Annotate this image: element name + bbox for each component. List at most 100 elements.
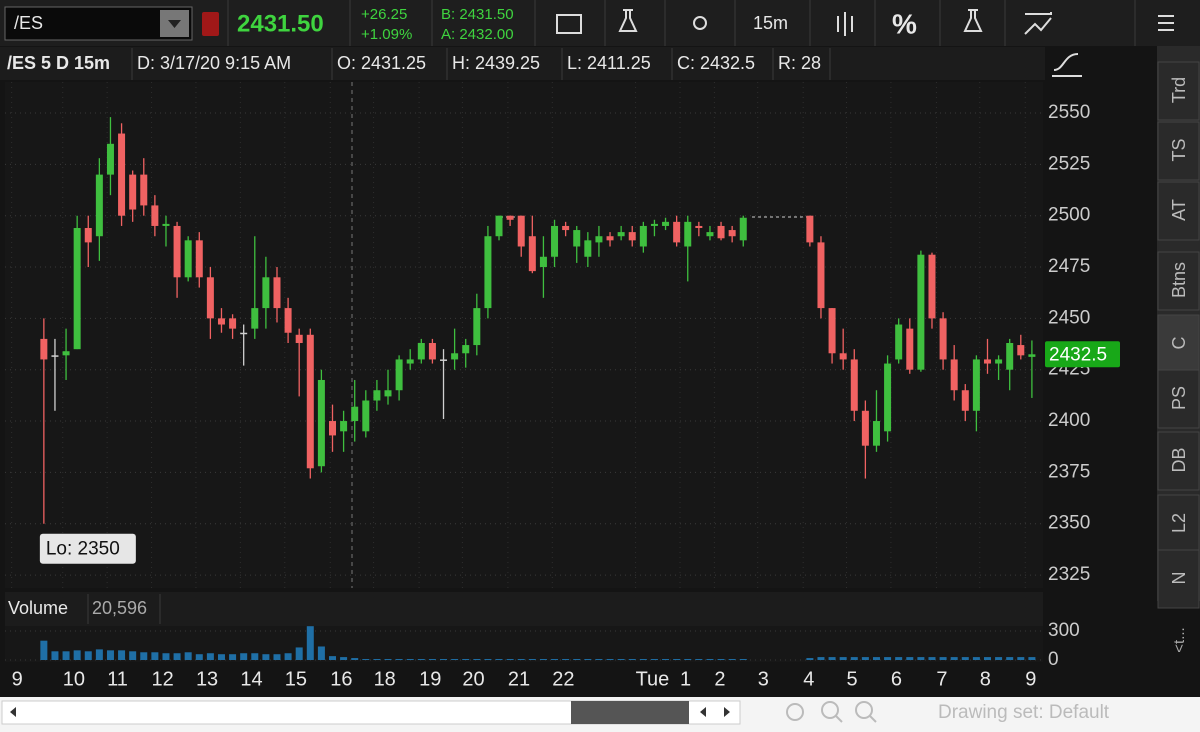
volume-bar [606,659,614,660]
volume-bar [173,653,181,660]
percent-button[interactable]: % [892,8,917,39]
sidebar-tab-label[interactable]: Btns [1169,262,1189,298]
volume-bar [673,659,681,660]
more-tab[interactable]: <t... [1171,627,1188,652]
header-bar [0,47,1045,80]
header-separators [131,48,831,80]
volume-bar [451,659,459,660]
candle-body [473,308,481,346]
sidebar-tab-label[interactable]: L2 [1169,513,1189,533]
toolbar-icons[interactable] [556,9,1174,36]
candle-body [939,318,947,360]
volume-bar [162,653,170,660]
volume-tick-label: 0 [1048,649,1059,670]
candle-body [961,390,969,411]
volume-bar [839,657,847,660]
candle-body [562,225,570,231]
volume-bar [684,659,692,660]
volume-bar [662,659,670,660]
candle-body [428,343,436,360]
volume-bar [1017,657,1025,660]
volume-bar [428,659,436,660]
volume-bar [251,653,259,660]
candle-body [362,400,370,432]
candle-body [506,215,514,220]
volume-bar [828,657,836,660]
x-tick-label: 6 [891,668,902,690]
volume-bar [995,657,1003,660]
sidebar-tab-label[interactable]: DB [1169,447,1189,472]
candle-body [317,379,325,467]
x-tick-label: 9 [12,668,23,690]
volume-bar [728,659,736,660]
sidebar-tab[interactable] [1157,494,1200,554]
scrollbar[interactable] [1,700,741,725]
x-tick-label: 15 [285,668,307,690]
last-price-tag [1045,341,1120,368]
sidebar-tab-label[interactable]: AT [1169,199,1189,221]
candle-body [1028,354,1036,357]
candle-body [240,332,248,335]
x-tick-label: 7 [936,668,947,690]
x-tick-label: 19 [419,668,441,690]
candle-body [451,353,459,360]
volume-bar [1006,657,1014,660]
bid: B: 2431.50 [441,6,514,23]
volume-bar [317,646,325,660]
candle-body [462,345,470,354]
y-tick-label: 2375 [1048,461,1090,482]
sidebar-tab[interactable] [1157,181,1200,241]
candle-body [95,174,103,237]
candle-body [539,256,547,268]
drawing-set[interactable]: Drawing set: Default [938,702,1110,723]
scroll-thumb[interactable] [571,701,689,724]
candle-body [484,236,492,309]
sidebar-tab[interactable] [1157,431,1200,491]
interval[interactable]: 15m [753,13,788,33]
candle-body [684,221,692,247]
volume-tick-label: 300 [1048,620,1080,641]
volume-bar [328,656,336,660]
y-tick-label: 2400 [1048,410,1090,431]
candle-body [884,363,892,432]
volume-bar [462,659,470,660]
volume-bar [273,654,281,660]
candle-body [628,232,636,241]
candle-body [1017,345,1025,356]
sidebar-tab[interactable] [1157,121,1200,181]
candle-body [395,359,403,391]
volume-bar [872,657,880,660]
candle-body [73,228,81,350]
style-icon[interactable] [1052,53,1082,77]
candle-body [928,254,936,319]
sidebar-tab-label[interactable]: N [1169,572,1189,585]
candle-body [728,230,736,237]
sidebar-tab[interactable] [1157,251,1200,311]
alert-icon[interactable] [202,12,219,36]
volume-bar [495,659,503,660]
sidebar-tab-label[interactable]: TS [1169,138,1189,161]
candle-body [662,221,670,226]
x-tick-label: 16 [330,668,352,690]
candle-body [706,232,714,237]
volume-bar [140,652,148,660]
zoom-icons[interactable] [786,701,877,723]
candle-body [129,174,137,210]
volume-bar [573,659,581,660]
sidebar-tab-label[interactable]: PS [1169,386,1189,410]
sidebar-tab[interactable] [1157,369,1200,429]
volume-bar [406,659,414,660]
sidebar-tab[interactable] [1157,549,1200,609]
volume-bar [362,659,370,660]
candle-body [983,359,991,364]
sidebar-tab-label[interactable]: Trd [1169,77,1189,103]
volume-bar [961,657,969,660]
volume-bar [95,649,103,660]
candle-body [828,308,836,354]
symbol[interactable]: /ES [14,13,43,33]
sidebar-tab[interactable] [1157,61,1200,121]
volume-bar [184,652,192,660]
sidebar-tab-label[interactable]: C [1169,337,1189,350]
x-tick-label: 4 [803,668,814,690]
